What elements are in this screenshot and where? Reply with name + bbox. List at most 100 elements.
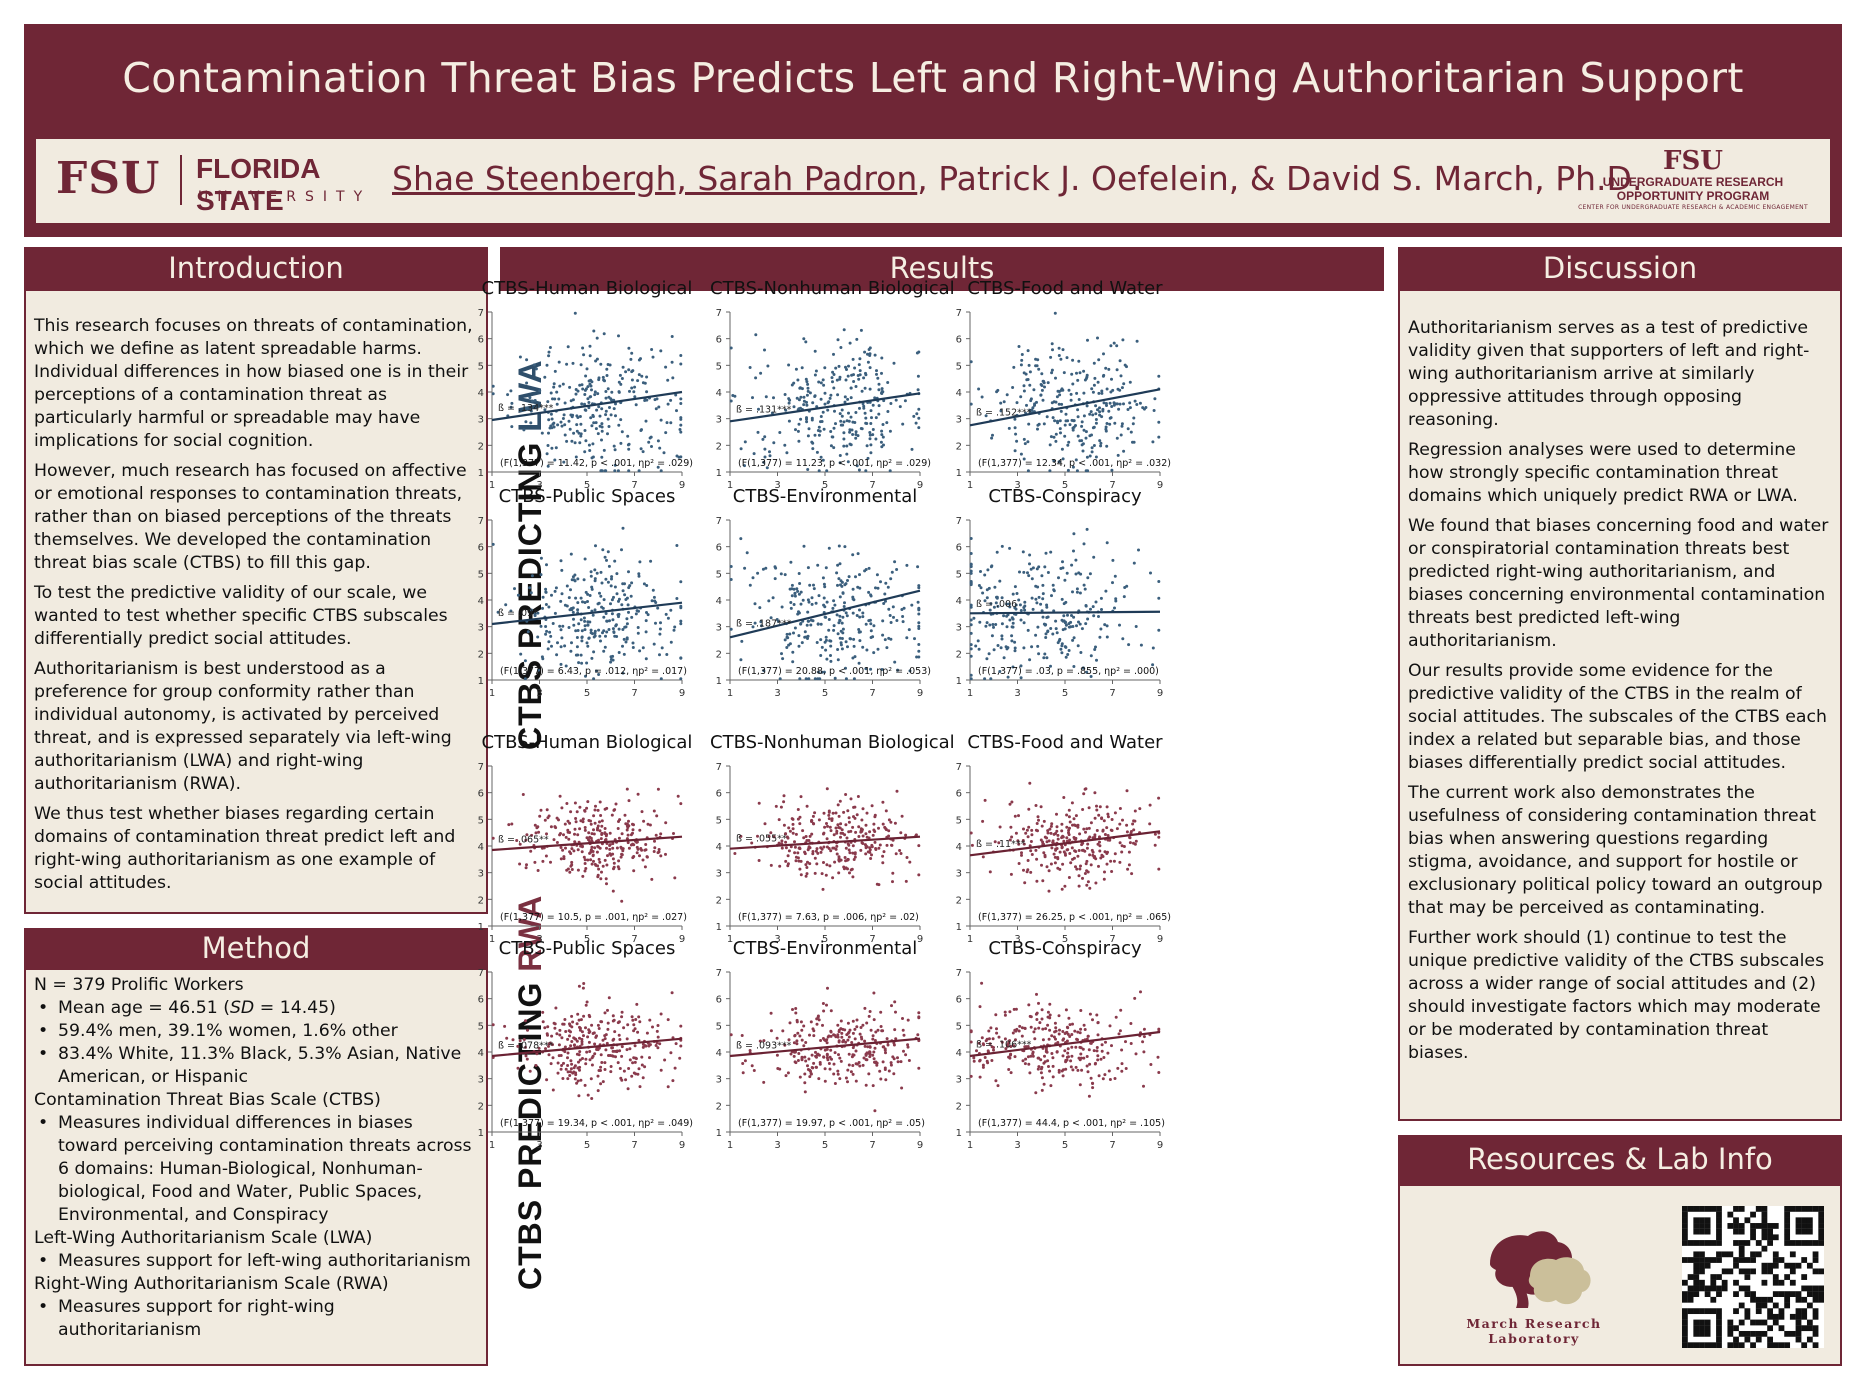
data-point bbox=[547, 350, 551, 354]
data-point bbox=[666, 402, 670, 406]
data-point bbox=[884, 599, 887, 603]
data-point bbox=[1121, 637, 1125, 641]
data-point bbox=[858, 573, 861, 577]
data-point bbox=[580, 636, 584, 639]
data-point bbox=[1094, 421, 1098, 425]
data-point bbox=[871, 1037, 875, 1041]
data-point bbox=[917, 607, 921, 611]
data-point bbox=[1063, 884, 1067, 888]
data-point bbox=[799, 602, 803, 606]
data-point bbox=[756, 571, 760, 575]
data-point bbox=[917, 407, 921, 411]
plot-title: CTBS-Public Spaces bbox=[498, 938, 676, 959]
qr-code-icon[interactable] bbox=[1682, 1206, 1824, 1348]
data-point bbox=[1026, 469, 1030, 473]
data-point bbox=[1097, 615, 1100, 618]
data-point bbox=[570, 847, 574, 851]
data-point bbox=[679, 397, 683, 401]
data-point bbox=[1117, 1032, 1121, 1036]
data-point bbox=[1034, 1091, 1038, 1095]
data-point bbox=[605, 374, 609, 377]
data-point bbox=[612, 861, 616, 865]
data-point bbox=[553, 1022, 557, 1026]
data-point bbox=[583, 429, 587, 432]
y-tick-label: 4 bbox=[478, 388, 484, 399]
data-point bbox=[846, 1038, 850, 1042]
data-point bbox=[1074, 1065, 1078, 1069]
data-point bbox=[613, 463, 617, 467]
data-point bbox=[620, 430, 624, 434]
data-point bbox=[1030, 645, 1034, 649]
data-point bbox=[605, 846, 608, 850]
data-point bbox=[832, 1062, 836, 1066]
data-point bbox=[579, 596, 583, 600]
data-point bbox=[580, 850, 584, 854]
data-point bbox=[1059, 357, 1063, 361]
data-point bbox=[1094, 857, 1098, 861]
data-point bbox=[1044, 1027, 1048, 1031]
data-point bbox=[616, 1021, 620, 1025]
data-point bbox=[664, 365, 668, 369]
data-point bbox=[636, 626, 640, 629]
data-point bbox=[578, 1058, 582, 1062]
data-point bbox=[1033, 403, 1036, 407]
data-point bbox=[858, 630, 862, 634]
data-point bbox=[1034, 633, 1038, 637]
data-point bbox=[532, 363, 536, 367]
data-point bbox=[581, 387, 585, 391]
data-point bbox=[566, 819, 570, 823]
data-point bbox=[576, 1066, 580, 1070]
data-point bbox=[1096, 1033, 1100, 1037]
data-point bbox=[1055, 812, 1058, 816]
data-point bbox=[810, 818, 814, 822]
data-point bbox=[851, 587, 855, 591]
data-point bbox=[846, 579, 849, 582]
data-point bbox=[836, 658, 840, 662]
data-point bbox=[679, 417, 683, 421]
data-point bbox=[568, 870, 572, 874]
data-point bbox=[837, 855, 841, 859]
data-point bbox=[917, 1015, 921, 1019]
data-point bbox=[871, 403, 875, 407]
data-point bbox=[787, 419, 791, 423]
data-point bbox=[839, 346, 843, 349]
data-point bbox=[1138, 401, 1142, 405]
data-point bbox=[584, 439, 588, 443]
data-point bbox=[605, 882, 608, 886]
data-point bbox=[803, 1081, 807, 1085]
data-point bbox=[563, 822, 567, 826]
data-point bbox=[1104, 425, 1108, 429]
data-point bbox=[887, 818, 891, 822]
data-point bbox=[559, 857, 563, 861]
data-point bbox=[866, 1045, 870, 1049]
data-point bbox=[1052, 589, 1056, 593]
data-point bbox=[511, 1038, 515, 1042]
data-point bbox=[584, 1057, 588, 1061]
data-point bbox=[972, 616, 976, 620]
data-point bbox=[640, 428, 643, 432]
data-point bbox=[1011, 665, 1015, 669]
data-point bbox=[573, 832, 576, 836]
data-point bbox=[1064, 623, 1068, 627]
data-point bbox=[823, 585, 827, 589]
data-point bbox=[739, 537, 743, 541]
data-point bbox=[620, 1045, 624, 1049]
data-point bbox=[561, 624, 565, 628]
data-point bbox=[1092, 555, 1096, 559]
data-point bbox=[810, 602, 814, 606]
data-point bbox=[1104, 402, 1108, 405]
data-point bbox=[1024, 1057, 1028, 1061]
data-point bbox=[1096, 408, 1099, 412]
data-point bbox=[859, 848, 863, 852]
data-point bbox=[564, 1030, 568, 1033]
data-point bbox=[1026, 628, 1030, 632]
data-point bbox=[870, 853, 873, 857]
data-point bbox=[880, 356, 884, 360]
data-point bbox=[994, 1013, 998, 1017]
data-point bbox=[529, 849, 533, 853]
data-point bbox=[1080, 627, 1084, 631]
data-point bbox=[820, 645, 824, 649]
data-point bbox=[862, 1056, 866, 1060]
data-point bbox=[638, 1085, 642, 1089]
data-point bbox=[568, 850, 572, 854]
